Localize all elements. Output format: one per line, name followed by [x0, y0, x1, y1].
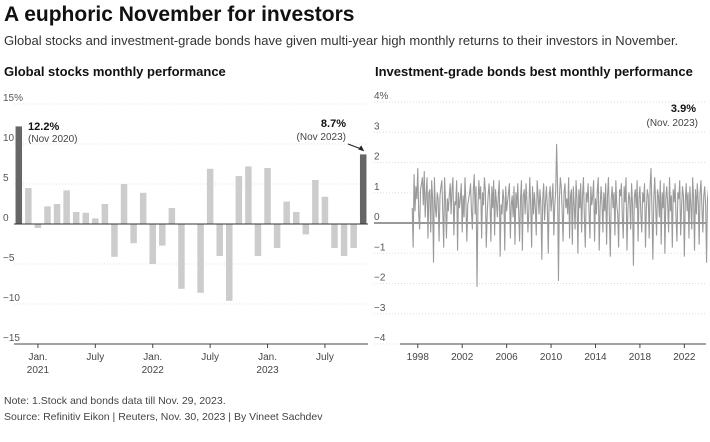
bar — [101, 204, 109, 224]
bar — [130, 224, 137, 244]
bar — [216, 224, 223, 256]
bond-return-line — [411, 143, 708, 288]
x-tick-label: Jan. — [258, 352, 277, 363]
bar — [82, 212, 90, 224]
bar — [44, 206, 51, 224]
y-tick-label: 0 — [3, 213, 9, 224]
bar — [63, 190, 70, 224]
footnote: Note: 1.Stock and bonds data till Nov. 2… — [4, 395, 226, 407]
stocks-chart-title: Global stocks monthly performance — [4, 64, 226, 79]
x-tick-year-label: 2022 — [142, 365, 165, 376]
bar — [178, 224, 185, 289]
bar — [302, 224, 310, 235]
bar — [159, 224, 166, 246]
x-tick-label: July — [316, 352, 334, 363]
bonds-line-chart: 4% 3 2 1 0 −1 −2 −3 −4 1998 2002 2006 2010 2014 2018 20… — [374, 91, 708, 363]
bar — [139, 192, 147, 224]
bar — [15, 126, 23, 224]
y-tick-label: −4 — [374, 333, 386, 344]
x-tick-label: Jan. — [143, 352, 162, 363]
stocks-bar-chart: 15% 10 5 0 −5 −10 −15 Jan. 2021 July Jan. 2022 July J… — [3, 93, 368, 376]
bar — [264, 168, 271, 224]
bonds-chart-title: Investment-grade bonds best monthly perf… — [375, 64, 693, 79]
y-tick-label: −15 — [3, 333, 20, 344]
x-tick-label: 2018 — [629, 352, 652, 363]
bar — [273, 224, 281, 248]
bar — [72, 212, 80, 224]
bar — [359, 154, 367, 224]
bar — [292, 212, 300, 224]
bar — [111, 224, 118, 257]
x-tick-label: 2002 — [451, 352, 474, 363]
x-tick-label: July — [201, 352, 219, 363]
bar — [321, 196, 329, 224]
y-tick-label: −2 — [374, 273, 386, 284]
y-tick-label: −3 — [374, 303, 386, 314]
annotation-arrowhead — [358, 145, 365, 152]
y-tick-label: 1 — [374, 182, 380, 193]
y-tick-label: −5 — [3, 253, 15, 264]
bar — [350, 224, 357, 248]
y-tick-label: 5 — [3, 173, 9, 184]
page-subtitle: Global stocks and investment-grade bonds… — [4, 33, 679, 48]
annotation-value: 8.7% — [321, 118, 346, 130]
x-tick-label: July — [86, 352, 104, 363]
annotation-label: (Nov 2023) — [297, 132, 346, 143]
y-tick-label: 0 — [374, 212, 380, 223]
y-tick-label: 2 — [374, 152, 380, 163]
x-tick-label: Jan. — [28, 352, 47, 363]
source-line: Source: Refinitiv Eikon | Reuters, Nov. … — [4, 411, 323, 423]
bar — [168, 208, 176, 224]
bar — [331, 224, 338, 248]
bar — [254, 224, 262, 256]
annotation-label: (Nov. 2023) — [646, 118, 698, 129]
page-title: A euphoric November for investors — [4, 3, 355, 26]
x-tick-label: 1998 — [407, 352, 430, 363]
annotation-value: 3.9% — [671, 103, 696, 115]
y-tick-label: 3 — [374, 121, 380, 132]
bar — [245, 166, 252, 224]
x-tick-year-label: 2021 — [27, 365, 50, 376]
bar — [149, 224, 156, 264]
x-tick-label: 2010 — [540, 352, 563, 363]
bar — [197, 224, 204, 293]
x-tick-label: 2022 — [673, 352, 696, 363]
bar — [92, 218, 99, 224]
bar — [340, 224, 348, 256]
y-tick-label: 4% — [374, 91, 389, 102]
x-tick-label: 2006 — [496, 352, 519, 363]
annotation-value: 12.2% — [28, 121, 59, 133]
y-tick-label: 15% — [3, 93, 23, 104]
y-tick-label: 10 — [3, 133, 15, 144]
y-tick-label: −10 — [3, 293, 20, 304]
x-tick-label: 2014 — [584, 352, 607, 363]
bar — [34, 224, 42, 228]
bar — [25, 188, 32, 224]
x-tick-year-label: 2023 — [256, 365, 279, 376]
bar — [53, 204, 61, 224]
bar — [283, 201, 290, 224]
annotation-label: (Nov 2020) — [28, 134, 77, 145]
bar — [226, 224, 233, 301]
bar — [235, 176, 243, 224]
bar — [120, 184, 128, 224]
bar — [206, 168, 214, 224]
bar — [312, 180, 319, 224]
y-tick-label: −1 — [374, 242, 386, 253]
